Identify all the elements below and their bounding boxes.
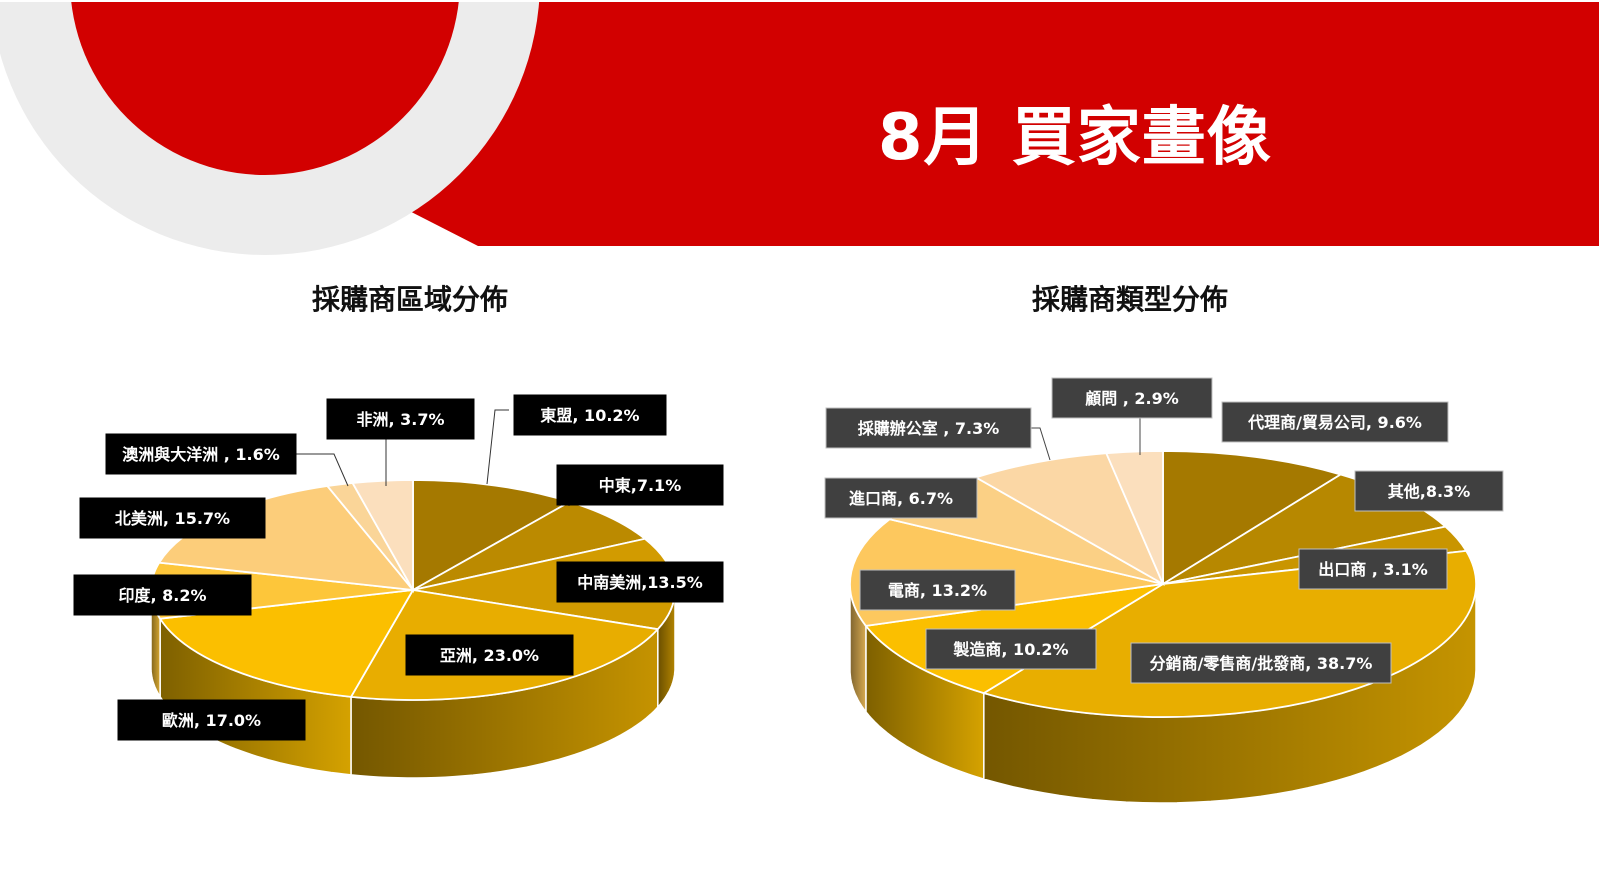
data-label-box-2: [556, 561, 724, 603]
data-label-box-1: [1354, 470, 1504, 512]
data-label-5: 電商, 13.2%: [888, 581, 987, 600]
leader-line-7: [1031, 427, 1051, 461]
data-label-box-6: [79, 497, 266, 539]
pie-labels: 代理商/貿易公司, 9.6% 其他,8.3% 出口商 , 3.1% 分銷商/零售商/批…: [824, 377, 1504, 684]
data-label-8: 非洲, 3.7%: [356, 410, 444, 429]
pie-slice-0: [1162, 450, 1343, 586]
data-label-4: 製造商, 10.2%: [952, 640, 1068, 659]
data-label-box-3: [1130, 642, 1392, 684]
chart-title-region: 採購商區域分佈: [311, 283, 508, 316]
data-label-2: 出口商 , 3.1%: [1318, 560, 1428, 579]
data-label-box-7: [825, 407, 1032, 449]
data-label-box-6: [824, 477, 978, 519]
data-label-box-1: [556, 464, 724, 506]
data-label-1: 其他,8.3%: [1388, 482, 1470, 501]
decor-red-circle: [71, 0, 459, 175]
data-label-box-0: [1221, 401, 1449, 443]
data-label-box-2: [1298, 548, 1448, 590]
data-label-box-7: [105, 433, 297, 475]
pie-slice-8: [1104, 450, 1164, 585]
data-label-7: 澳洲與大洋洲 , 1.6%: [122, 445, 280, 464]
data-label-5: 印度, 8.2%: [118, 586, 206, 605]
data-label-4: 歐洲, 17.0%: [162, 711, 261, 730]
data-label-6: 北美洲, 15.7%: [115, 509, 230, 528]
data-label-3: 分銷商/零售商/批發商, 38.7%: [1150, 654, 1373, 673]
pie-slice-8: [351, 479, 414, 594]
data-label-box-3: [405, 634, 574, 676]
data-label-box-5: [859, 569, 1016, 611]
data-label-0: 東盟, 10.2%: [540, 406, 639, 425]
data-label-6: 進口商, 6.7%: [849, 489, 953, 508]
data-label-box-0: [513, 394, 667, 436]
data-label-2: 中南美洲,13.5%: [577, 573, 703, 592]
data-label-box-4: [117, 699, 306, 741]
leader-line-0: [486, 409, 509, 485]
leader-line-7: [296, 453, 349, 487]
data-label-1: 中東,7.1%: [599, 476, 681, 495]
data-label-box-4: [925, 628, 1097, 670]
page-title: 8月 買家畫像: [878, 101, 1272, 175]
pie-slice-7: [973, 452, 1165, 587]
data-label-8: 顧問 , 2.9%: [1085, 389, 1179, 408]
data-label-7: 採購辦公室 , 7.3%: [858, 419, 1000, 438]
chart-title-type: 採購商類型分佈: [1031, 283, 1228, 316]
data-label-0: 代理商/貿易公司, 9.6%: [1247, 413, 1422, 432]
banner-white-strip: [0, 0, 1599, 2]
data-label-box-8: [326, 398, 475, 440]
pie-slice-4: [158, 588, 415, 698]
data-label-box-8: [1051, 377, 1213, 419]
data-label-box-5: [73, 574, 252, 616]
pie-labels: 東盟, 10.2% 中東,7.1% 中南美洲,13.5% 亞洲, 23.0% 歐洲, 1…: [73, 394, 724, 741]
data-label-3: 亞洲, 23.0%: [440, 646, 539, 665]
